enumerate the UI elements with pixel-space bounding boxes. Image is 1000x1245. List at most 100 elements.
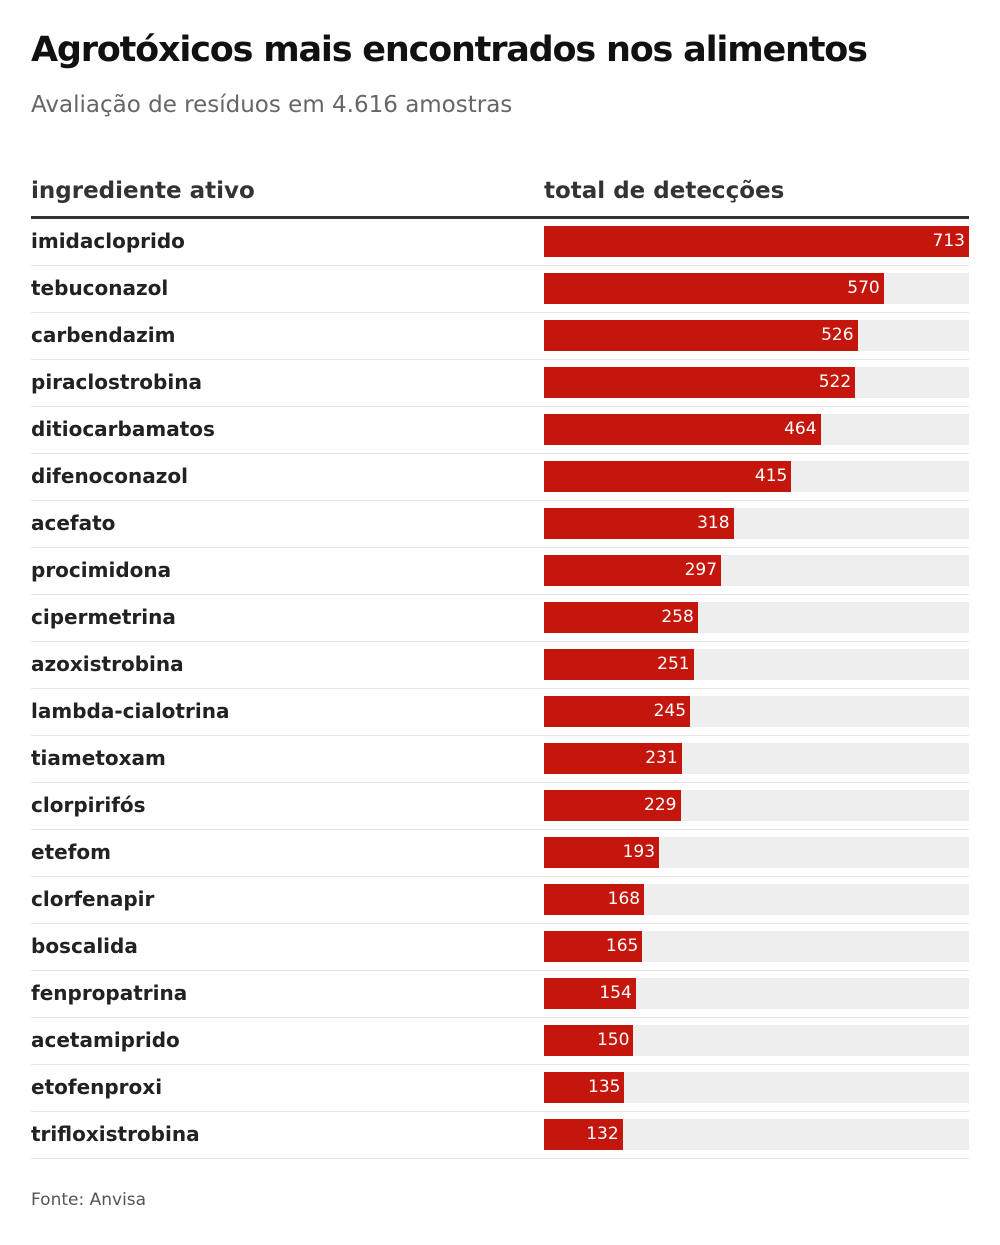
ingredient-label: difenoconazol	[31, 464, 188, 488]
bar-value-label: 464	[784, 419, 817, 439]
bar-value-label: 193	[622, 842, 656, 862]
bar: 318	[544, 508, 734, 539]
ingredient-label: carbendazim	[31, 323, 176, 347]
bar: 464	[544, 414, 821, 445]
ingredient-label: etofenproxi	[31, 1075, 163, 1099]
bar-value-label: 297	[684, 560, 718, 580]
bar: 522	[544, 367, 856, 398]
table-row: piraclostrobina 522	[31, 360, 969, 407]
bar: 231	[544, 743, 682, 774]
table-row: azoxistrobina 251	[31, 642, 969, 689]
bar-track: 150	[544, 1025, 969, 1056]
table-row: tiametoxam 231	[31, 736, 969, 783]
ingredient-label: cipermetrina	[31, 605, 176, 629]
bar-value-label: 150	[596, 1030, 630, 1050]
bar-value-label: 570	[847, 278, 880, 298]
bar: 297	[544, 555, 722, 586]
table-row: boscalida 165	[31, 924, 969, 971]
bar-value-label: 231	[645, 748, 678, 768]
table-row: etofenproxi 135	[31, 1065, 969, 1112]
chart-subtitle: Avaliação de resíduos em 4.616 amostras	[31, 92, 513, 118]
bar-track: 318	[544, 508, 969, 539]
table-row: cipermetrina 258	[31, 595, 969, 642]
bar: 415	[544, 461, 792, 492]
table-row: imidacloprido 713	[31, 219, 969, 266]
bar: 229	[544, 790, 681, 821]
bar: 135	[544, 1072, 625, 1103]
chart-title: Agrotóxicos mais encontrados nos aliment…	[31, 30, 868, 70]
bar-value-label: 251	[657, 654, 690, 674]
column-header-detections: total de detecções	[544, 178, 785, 204]
ingredient-label: etefom	[31, 840, 111, 864]
bar: 193	[544, 837, 660, 868]
bar-track: 168	[544, 884, 969, 915]
bar-track: 258	[544, 602, 969, 633]
bar-value-label: 258	[661, 607, 694, 627]
bar-track: 464	[544, 414, 969, 445]
bar-track: 229	[544, 790, 969, 821]
bar: 251	[544, 649, 694, 680]
ingredient-label: imidacloprido	[31, 229, 185, 253]
ingredient-label: clorpirifós	[31, 793, 146, 817]
bar-track: 570	[544, 273, 969, 304]
bar-value-label: 522	[818, 372, 852, 392]
bar-value-label: 168	[607, 889, 641, 909]
bar-track: 135	[544, 1072, 969, 1103]
bar: 526	[544, 320, 858, 351]
table-row: etefom 193	[31, 830, 969, 877]
bar-value-label: 318	[697, 513, 730, 533]
ingredient-label: boscalida	[31, 934, 138, 958]
table-row: trifloxistrobina 132	[31, 1112, 969, 1159]
bar: 245	[544, 696, 691, 727]
ingredient-label: piraclostrobina	[31, 370, 202, 394]
bar-track: 154	[544, 978, 969, 1009]
ingredient-label: acefato	[31, 511, 116, 535]
ingredient-label: acetamiprido	[31, 1028, 180, 1052]
bar-chart-rows: imidacloprido 713 tebuconazol 570 carbendazi…	[31, 219, 969, 1159]
bar-track: 526	[544, 320, 969, 351]
bar-track: 132	[544, 1119, 969, 1150]
ingredient-label: lambda-cialotrina	[31, 699, 230, 723]
bar: 154	[544, 978, 636, 1009]
table-row: carbendazim 526	[31, 313, 969, 360]
bar-track: 297	[544, 555, 969, 586]
bar: 713	[544, 226, 969, 257]
table-row: acetamiprido 150	[31, 1018, 969, 1065]
ingredient-label: trifloxistrobina	[31, 1122, 200, 1146]
bar-track: 231	[544, 743, 969, 774]
bar-value-label: 165	[605, 936, 639, 956]
ingredient-label: procimidona	[31, 558, 172, 582]
ingredient-label: tiametoxam	[31, 746, 166, 770]
table-row: difenoconazol 415	[31, 454, 969, 501]
bar: 132	[544, 1119, 623, 1150]
table-row: acefato 318	[31, 501, 969, 548]
bar-value-label: 526	[821, 325, 854, 345]
bar: 570	[544, 273, 884, 304]
source-note: Fonte: Anvisa	[31, 1190, 147, 1210]
table-row: tebuconazol 570	[31, 266, 969, 313]
bar: 258	[544, 602, 698, 633]
bar-value-label: 154	[599, 983, 632, 1003]
ingredient-label: azoxistrobina	[31, 652, 184, 676]
table-row: ditiocarbamatos 464	[31, 407, 969, 454]
bar: 150	[544, 1025, 634, 1056]
bar-track: 251	[544, 649, 969, 680]
table-row: fenpropatrina 154	[31, 971, 969, 1018]
bar-track: 713	[544, 226, 969, 257]
column-header-ingredient: ingrediente ativo	[31, 178, 255, 204]
bar-value-label: 245	[653, 701, 687, 721]
table-row: clorpirifós 229	[31, 783, 969, 830]
bar-value-label: 135	[588, 1077, 621, 1097]
bar-value-label: 229	[644, 795, 677, 815]
bar-value-label: 713	[932, 231, 965, 251]
bar-track: 165	[544, 931, 969, 962]
bar-value-label: 415	[754, 466, 788, 486]
bar-track: 522	[544, 367, 969, 398]
bar-track: 415	[544, 461, 969, 492]
table-row: procimidona 297	[31, 548, 969, 595]
ingredient-label: ditiocarbamatos	[31, 417, 215, 441]
header-divider	[31, 216, 969, 219]
bar: 165	[544, 931, 643, 962]
bar-value-label: 132	[586, 1124, 619, 1144]
bar-track: 193	[544, 837, 969, 868]
